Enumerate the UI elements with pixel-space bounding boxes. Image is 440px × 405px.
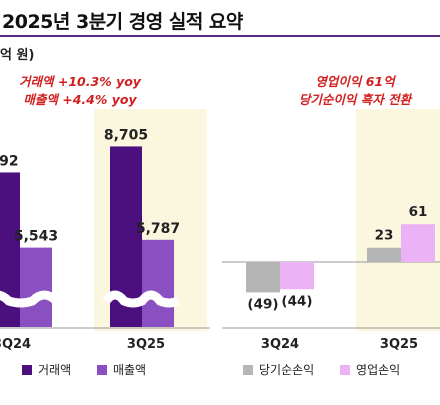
legend-label-net-income: 당기순손익 xyxy=(259,363,315,377)
x-label-3Q24-right: 3Q24 xyxy=(261,337,299,352)
value-label-gmv-3Q24: 892 xyxy=(0,153,19,169)
unit-label: 억 원) xyxy=(0,48,35,63)
legend-item-gmv: 거래액 xyxy=(22,363,71,377)
right-annotation: 영업이익 61억 당기순이익 흑자 전환 xyxy=(285,73,425,109)
legend-label-revenue: 매출액 xyxy=(112,363,147,377)
bar-net-income-3Q25 xyxy=(367,247,401,262)
net-income-note: 당기순이익 흑자 전환 xyxy=(298,92,412,107)
right-legend: 당기순손익 영업손익 xyxy=(243,361,422,378)
value-label-net-income-3Q24: (49) xyxy=(247,296,278,312)
legend-swatch-op-income xyxy=(340,365,351,375)
value-label-revenue-3Q25: 5,787 xyxy=(136,221,180,237)
legend-swatch-revenue xyxy=(96,365,107,375)
bar-net-income-3Q24 xyxy=(246,262,280,293)
x-label-3Q24-left: 3Q24 xyxy=(0,337,31,352)
highlight-3q25-right xyxy=(356,109,440,331)
page-title: 2025년 3분기 경영 실적 요약 xyxy=(2,11,243,33)
gmv-growth-note: 거래액 +10.3% yoy xyxy=(19,74,141,89)
bar-op-income-3Q25 xyxy=(401,224,435,262)
value-label-net-income-3Q25: 23 xyxy=(375,228,394,244)
legend-label-op-income: 영업손익 xyxy=(356,363,401,377)
axis-break-3Q25 xyxy=(102,290,180,308)
legend-item-op-income: 영업손익 xyxy=(340,363,400,377)
bar-revenue-3Q24 xyxy=(20,247,52,327)
revenue-growth-note: 매출액 +4.4% yoy xyxy=(23,92,137,107)
legend-item-revenue: 매출액 xyxy=(96,363,147,377)
x-label-3Q25-left: 3Q25 xyxy=(127,337,165,352)
value-label-revenue-3Q24: 5,543 xyxy=(14,229,58,245)
legend-item-net-income: 당기순손익 xyxy=(243,363,314,377)
legend-swatch-gmv xyxy=(22,365,32,375)
value-label-op-income-3Q24: (44) xyxy=(281,293,312,309)
op-income-note: 영업이익 61억 xyxy=(315,74,395,89)
legend-label-gmv: 거래액 xyxy=(38,363,72,377)
x-label-3Q25-right: 3Q25 xyxy=(380,337,418,352)
bar-gmv-3Q24 xyxy=(0,172,20,327)
bar-revenue-3Q25 xyxy=(142,239,174,327)
left-annotation: 거래액 +10.3% yoy 매출액 +4.4% yoy xyxy=(0,73,160,109)
left-legend: 거래액 매출액 xyxy=(22,361,168,378)
title-underline xyxy=(0,35,440,37)
value-label-op-income-3Q25: 61 xyxy=(409,204,428,220)
axis-break-3Q24 xyxy=(0,290,82,308)
bar-op-income-3Q24 xyxy=(280,262,314,290)
legend-swatch-net-income xyxy=(243,365,253,375)
value-label-gmv-3Q25: 8,705 xyxy=(104,127,148,143)
